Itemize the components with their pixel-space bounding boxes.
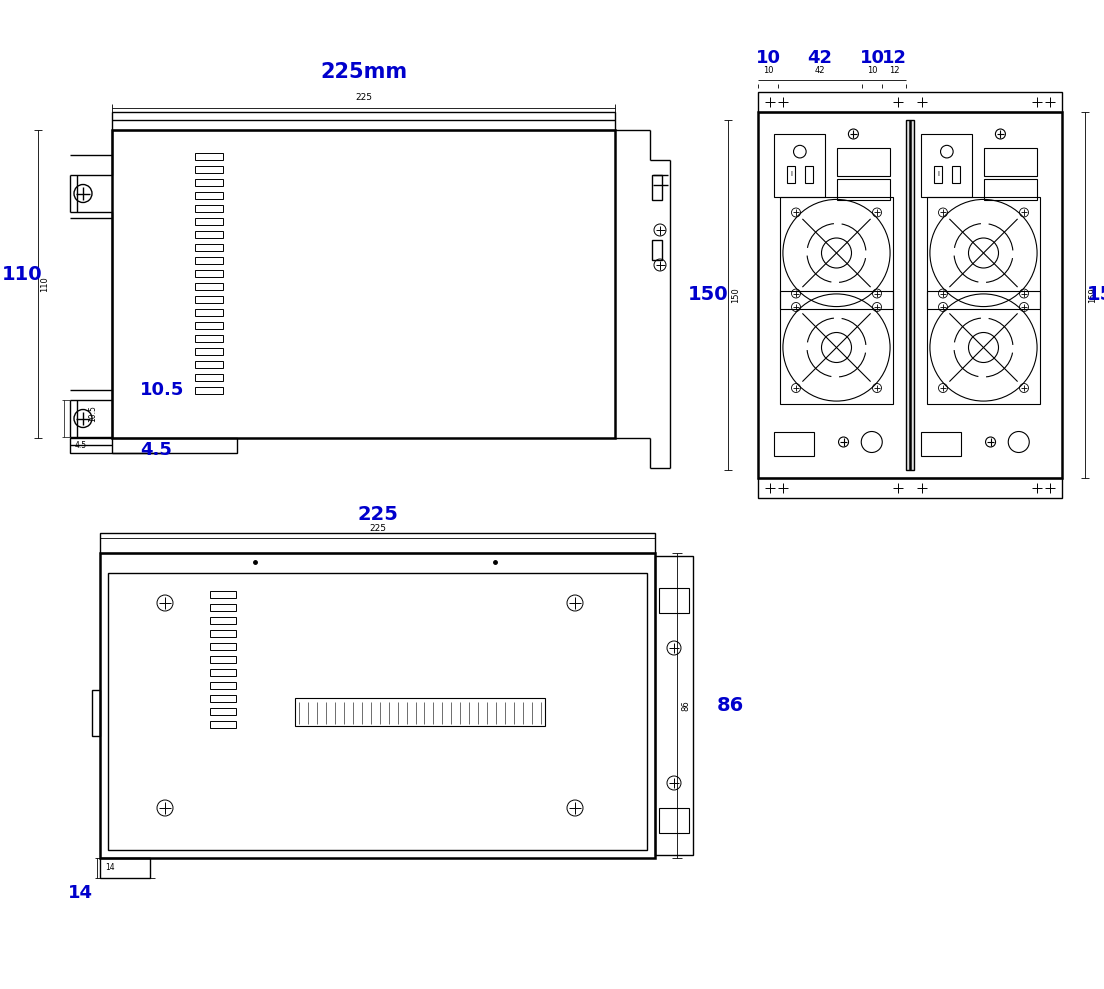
Bar xyxy=(100,858,150,878)
Bar xyxy=(210,656,236,663)
Text: 10.5: 10.5 xyxy=(88,405,97,422)
Bar xyxy=(927,197,1040,310)
Text: 10: 10 xyxy=(755,49,781,67)
Bar xyxy=(927,291,1040,404)
Bar xyxy=(195,153,223,160)
Text: 12: 12 xyxy=(881,49,906,67)
Text: 159: 159 xyxy=(1086,286,1104,305)
Text: 14: 14 xyxy=(105,863,115,872)
Bar xyxy=(655,556,693,855)
Text: 225: 225 xyxy=(355,93,372,102)
Text: I: I xyxy=(937,171,940,177)
Bar xyxy=(210,721,236,728)
Text: 4.5: 4.5 xyxy=(75,441,87,451)
Bar xyxy=(195,387,223,394)
Text: 14: 14 xyxy=(67,884,93,902)
Bar xyxy=(837,179,890,200)
Text: 12: 12 xyxy=(889,66,900,75)
Bar xyxy=(210,708,236,715)
Bar xyxy=(210,682,236,689)
Text: 86: 86 xyxy=(716,696,744,715)
Bar xyxy=(652,175,662,200)
Bar xyxy=(775,134,825,197)
Bar xyxy=(195,322,223,329)
Bar xyxy=(295,697,545,726)
Bar xyxy=(195,348,223,355)
Bar xyxy=(781,291,893,404)
Bar xyxy=(210,669,236,676)
Bar xyxy=(70,438,237,453)
Bar xyxy=(984,148,1037,176)
Bar xyxy=(775,431,814,456)
Bar xyxy=(210,643,236,650)
Bar xyxy=(100,533,655,553)
Bar xyxy=(195,218,223,225)
Bar xyxy=(922,134,973,197)
Bar xyxy=(787,165,795,183)
Bar xyxy=(210,591,236,598)
Bar xyxy=(195,257,223,264)
Bar xyxy=(195,309,223,316)
Text: 4.5: 4.5 xyxy=(140,441,172,459)
Text: 159: 159 xyxy=(1089,287,1097,303)
Text: 10: 10 xyxy=(860,49,884,67)
Bar xyxy=(195,270,223,277)
Bar xyxy=(984,179,1037,200)
Bar xyxy=(100,553,655,858)
Bar xyxy=(195,205,223,212)
Text: 10: 10 xyxy=(867,66,878,75)
Bar xyxy=(195,361,223,368)
Bar xyxy=(195,374,223,381)
Bar xyxy=(837,148,890,176)
Bar xyxy=(659,808,689,833)
Bar xyxy=(195,335,223,342)
Bar xyxy=(952,165,959,183)
Text: 10: 10 xyxy=(763,66,773,75)
Bar xyxy=(758,92,1062,112)
Bar xyxy=(652,240,662,260)
Text: 86: 86 xyxy=(681,700,690,711)
Bar xyxy=(195,192,223,199)
Text: 42: 42 xyxy=(807,49,832,67)
Bar xyxy=(210,630,236,637)
Bar xyxy=(195,231,223,238)
Text: 42: 42 xyxy=(815,66,826,75)
Bar xyxy=(195,244,223,251)
Bar xyxy=(92,690,100,736)
Text: 225mm: 225mm xyxy=(320,62,407,82)
Bar xyxy=(210,604,236,611)
Text: 150: 150 xyxy=(731,287,740,303)
Bar xyxy=(758,478,1062,498)
Text: I: I xyxy=(790,171,792,177)
Bar xyxy=(195,166,223,173)
Bar xyxy=(210,695,236,702)
Text: 10.5: 10.5 xyxy=(140,381,184,399)
Bar xyxy=(659,588,689,613)
Bar xyxy=(195,296,223,303)
Text: 150: 150 xyxy=(688,286,729,305)
Bar xyxy=(934,165,942,183)
Bar xyxy=(112,112,615,130)
Bar xyxy=(195,179,223,186)
Bar xyxy=(906,120,914,470)
Bar xyxy=(781,197,893,310)
Bar xyxy=(210,617,236,624)
Text: 225: 225 xyxy=(357,505,397,524)
Text: 110: 110 xyxy=(40,276,49,292)
Bar xyxy=(922,431,960,456)
Text: 110: 110 xyxy=(2,264,42,284)
Bar xyxy=(805,165,813,183)
Bar xyxy=(195,283,223,290)
Bar xyxy=(108,573,647,850)
Bar xyxy=(112,130,615,438)
Bar xyxy=(758,112,1062,478)
Text: 225: 225 xyxy=(369,524,386,533)
